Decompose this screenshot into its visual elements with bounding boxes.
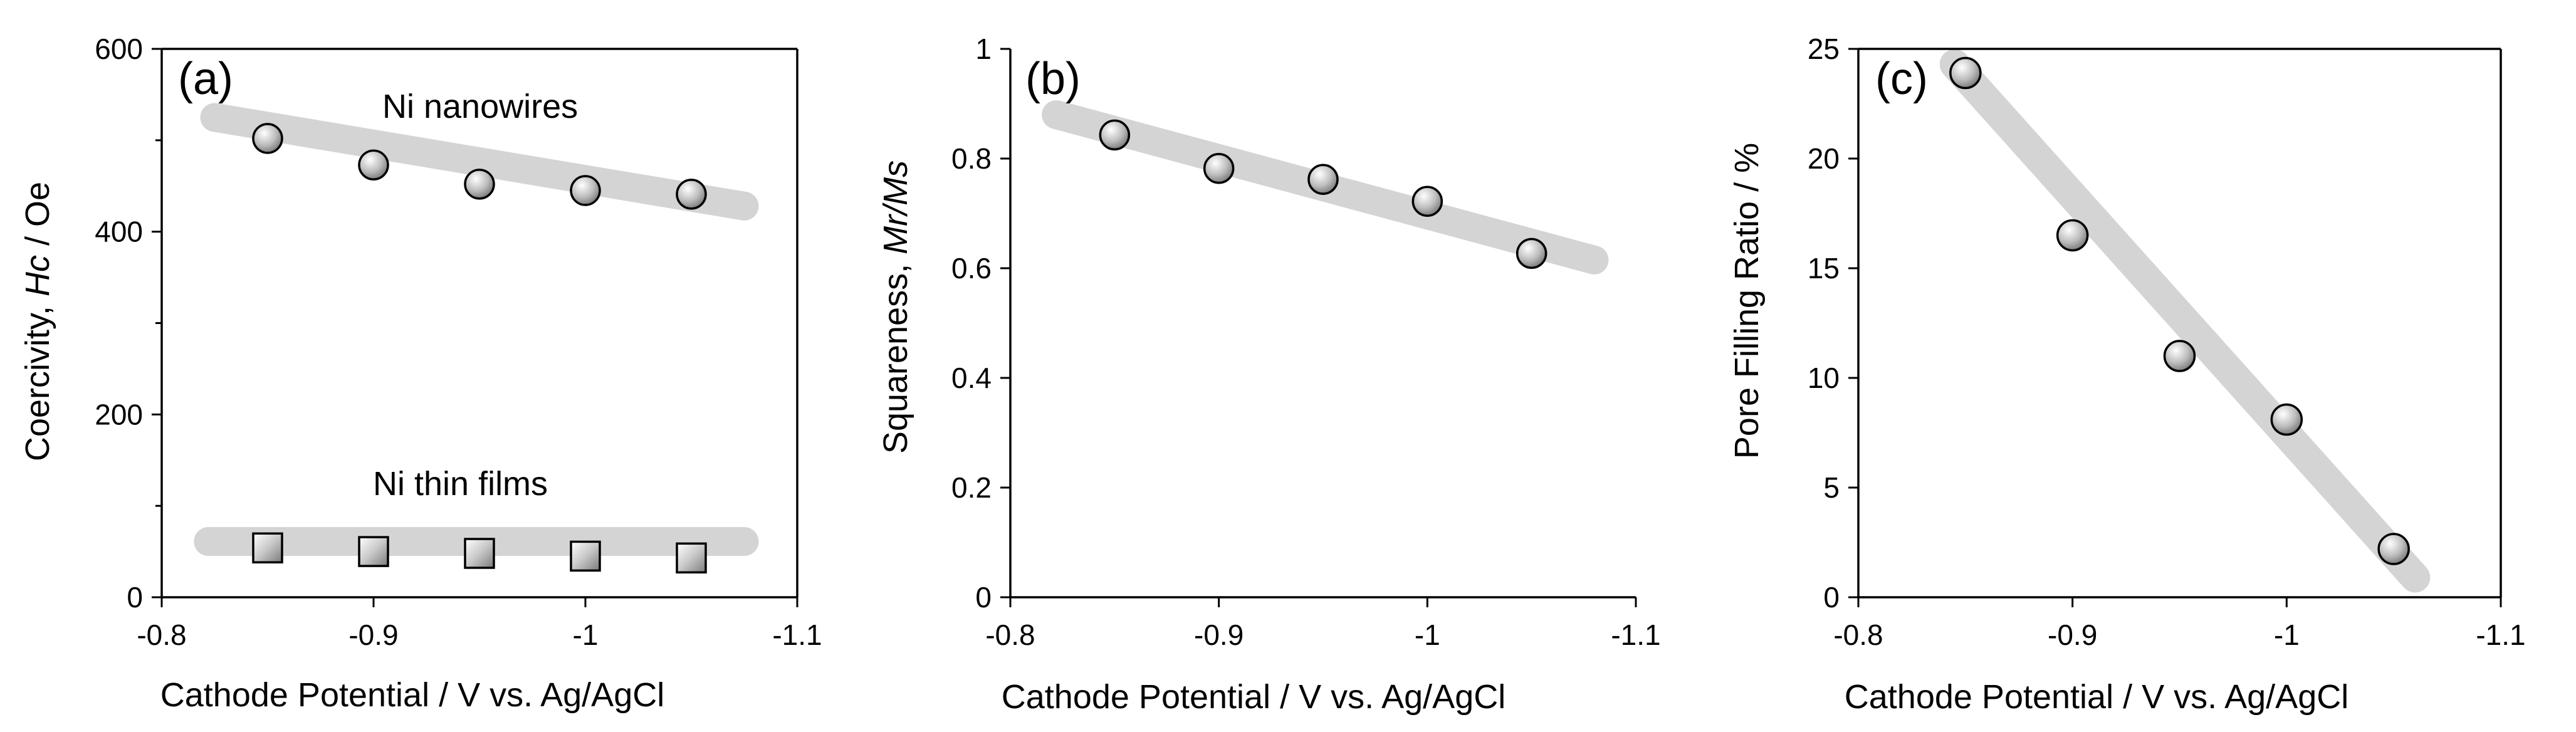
- panel-a-y-axis-title: Coercivity, Hc / Oe: [19, 182, 56, 461]
- panel-c-y-tick-label: 5: [1823, 471, 1840, 504]
- ni-thin-films-label: Ni thin films: [373, 465, 548, 503]
- panel-c-circle-marker: [2056, 219, 2089, 252]
- panel-b-y-tick-label: 0.8: [951, 142, 992, 175]
- panel-a-circle-marker: [358, 149, 389, 180]
- panel-a-y-title-unit: / Oe: [19, 182, 56, 255]
- panel-a-y-tick-label: 400: [95, 216, 143, 248]
- panel-a-x-tick-label: -1: [573, 619, 599, 651]
- panel-b-x-tick-label: -1: [1415, 619, 1440, 651]
- panel-a-x-tick-label: -0.8: [137, 619, 186, 651]
- panel-b-x-axis-title: Cathode Potential / V vs. Ag/AgCl: [1002, 678, 1505, 716]
- panel-a-y-tick-label: 0: [127, 581, 143, 614]
- panel-c-x-tick-label: -0.8: [1833, 619, 1883, 651]
- panel-b-label: (b): [1025, 54, 1081, 104]
- panel-b-circle-marker: [1516, 238, 1547, 269]
- panel-a-y-tick-label: 200: [95, 398, 143, 431]
- panel-c-trend-band-0: [1939, 49, 2431, 593]
- panel-c-y-tick-label: 10: [1808, 362, 1840, 394]
- panel-a-circle-marker: [570, 175, 601, 206]
- panel-b-y-title-prefix: Squareness,: [877, 254, 914, 454]
- panel-c-circle-marker: [2163, 340, 2196, 372]
- panel-a-label: (a): [178, 54, 233, 104]
- ni-nanowires-label: Ni nanowires: [382, 88, 578, 125]
- panel-c-y-tick-label: 20: [1808, 142, 1840, 175]
- panel-a-square-marker: [358, 536, 389, 567]
- panel-c-circle-marker: [2270, 403, 2303, 436]
- panel-a-square-marker: [570, 540, 601, 572]
- panel-b-y-tick-label: 0.4: [951, 362, 992, 394]
- panel-b-x-tick-label: -1.1: [1611, 619, 1660, 651]
- panel-a-y-title-prefix: Coercivity,: [19, 296, 56, 461]
- panel-b-circle-marker: [1307, 164, 1339, 195]
- panel-c-x-axis-title: Cathode Potential / V vs. Ag/AgCl: [1845, 678, 2348, 716]
- panel-b-circle-marker: [1203, 153, 1235, 184]
- panel-c-y-tick-label: 25: [1808, 33, 1840, 65]
- panel-b-y-tick-label: 0.2: [951, 471, 992, 504]
- panel-c-label: (c): [1875, 54, 1928, 104]
- panel-a-circle-marker: [464, 169, 495, 200]
- panel-a-square-marker: [464, 538, 495, 569]
- panel-b-y-axis-title: Squareness, Mr/Ms: [877, 160, 914, 454]
- panel-a-y-tick-label: 600: [95, 33, 143, 65]
- panel-a-x-tick-label: -0.9: [348, 619, 398, 651]
- panel-c-y-title-prefix: Pore Filling Ratio / %: [1728, 143, 1766, 459]
- panel-c-circle-marker: [2377, 533, 2410, 565]
- panel-b-y-tick-label: 0.6: [951, 252, 992, 285]
- panel-b-y-tick-label: 1: [975, 33, 992, 65]
- panel-b-x-tick-label: -0.8: [985, 619, 1035, 651]
- panel-b: (b) Squareness, Mr/Ms Cathode Potential …: [877, 33, 1661, 716]
- panel-c-x-tick-label: -1: [2274, 619, 2300, 651]
- panel-a-square-marker: [676, 542, 707, 574]
- panel-c-x-tick-label: -0.9: [2048, 619, 2097, 651]
- panel-c: (c) Pore Filling Ratio / % Cathode Poten…: [1728, 33, 2526, 716]
- panel-a-circle-marker: [252, 123, 283, 154]
- panel-c-circle-marker: [1949, 56, 1982, 90]
- panel-a-x-tick-label: -1.1: [772, 619, 822, 651]
- panel-a-y-title-symbol: Hc: [19, 255, 56, 296]
- panel-c-x-tick-label: -1.1: [2476, 619, 2525, 651]
- panel-a: (a) Ni nanowires Ni thin films Coercivit…: [19, 33, 822, 714]
- panel-b-y-title-symbol: Mr/Ms: [877, 160, 914, 254]
- panel-a-x-axis-title: Cathode Potential / V vs. Ag/AgCl: [160, 676, 664, 714]
- panel-b-circle-marker: [1099, 119, 1131, 151]
- panel-b-x-tick-label: -0.9: [1194, 619, 1243, 651]
- panel-c-y-axis-title: Pore Filling Ratio / %: [1728, 143, 1766, 459]
- panel-a-circle-marker: [676, 179, 707, 210]
- panel-b-y-tick-label: 0: [975, 581, 992, 614]
- panel-a-square-marker: [252, 532, 283, 563]
- panel-c-y-tick-label: 15: [1808, 252, 1840, 285]
- panel-c-y-tick-label: 0: [1823, 581, 1840, 614]
- panel-b-circle-marker: [1411, 186, 1443, 217]
- panel-a-trend-band-0: [200, 103, 759, 221]
